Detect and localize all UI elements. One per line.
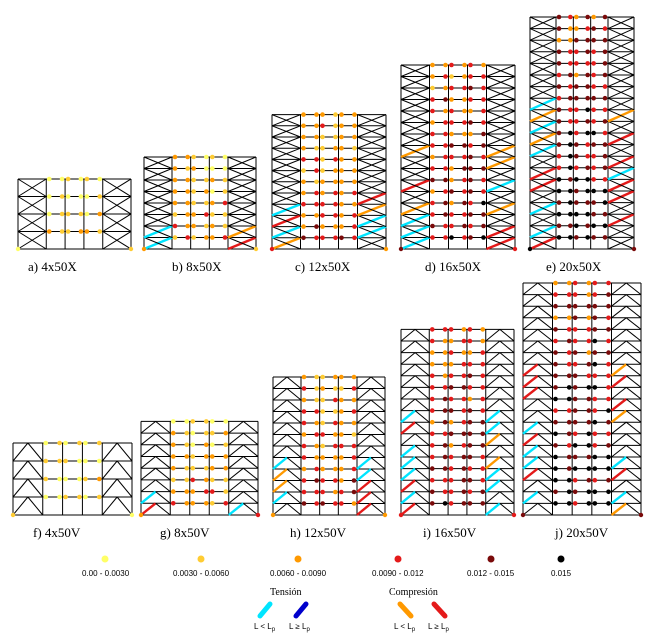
tension-short-label: L < Lp: [254, 622, 276, 633]
legend-label-range-6: 0.015: [551, 569, 572, 578]
panel-label-b: b) 8x50X: [172, 259, 222, 274]
legend-label-range-5: 0.012 - 0.015: [467, 569, 515, 578]
tension-short-swatch: [257, 601, 273, 619]
legend-dot-range-4: [394, 555, 402, 563]
panel-label-a: a) 4x50X: [28, 259, 77, 274]
frame-v-20: [520, 280, 644, 518]
frame-v-16: [398, 327, 517, 518]
compression-long-swatch: [431, 601, 448, 619]
compression-short-label: L < Lp: [394, 622, 416, 633]
legend-dot-range-1: [101, 555, 109, 563]
legend-dot-range-5: [487, 555, 495, 563]
panel-label-c: c) 12x50X: [295, 259, 351, 274]
panel-label-f: f) 4x50V: [33, 525, 81, 540]
compression-title: Compresión: [389, 587, 438, 598]
legend-label-range-3: 0.0060 - 0.0090: [270, 569, 327, 578]
panel-label-h: h) 12x50V: [290, 525, 347, 540]
frame-x-12: [269, 112, 389, 252]
tension-long-swatch: [293, 601, 309, 619]
frames-group: [10, 14, 644, 518]
tension-legend: Tensión L < Lp L ≥ Lp: [254, 587, 310, 633]
legend-label-range-1: 0.00 - 0.0030: [82, 569, 130, 578]
frame-v-4: [10, 440, 135, 518]
panel-label-i: i) 16x50V: [423, 525, 477, 540]
panel-label-e: e) 20x50X: [546, 259, 602, 274]
panel-label-d: d) 16x50X: [425, 259, 482, 274]
compression-legend: Compresión L < Lp L ≥ Lp: [389, 587, 449, 633]
legend-dot-range-6: [557, 555, 565, 563]
rotation-legend: 0.00 - 0.0030 0.0030 - 0.0060 0.0060 - 0…: [82, 555, 572, 578]
legend-label-range-4: 0.0090 - 0.012: [372, 569, 424, 578]
compression-short-swatch: [397, 601, 414, 619]
tension-long-label: L ≥ Lp: [289, 622, 310, 633]
tension-title: Tensión: [270, 587, 302, 598]
legend-dot-range-2: [197, 555, 205, 563]
legend-label-range-2: 0.0030 - 0.0060: [173, 569, 230, 578]
frame-x-16: [398, 62, 518, 252]
frame-x-20: [527, 14, 637, 252]
frame-v-8: [138, 419, 261, 518]
legend-dot-range-3: [294, 555, 302, 563]
compression-long-label: L ≥ Lp: [428, 622, 449, 633]
frame-v-12: [270, 374, 388, 518]
panel-label-j: j) 20x50V: [554, 525, 609, 540]
frame-x-4: [15, 176, 134, 252]
frame-x-8: [141, 154, 259, 252]
panel-label-g: g) 8x50V: [160, 525, 210, 540]
